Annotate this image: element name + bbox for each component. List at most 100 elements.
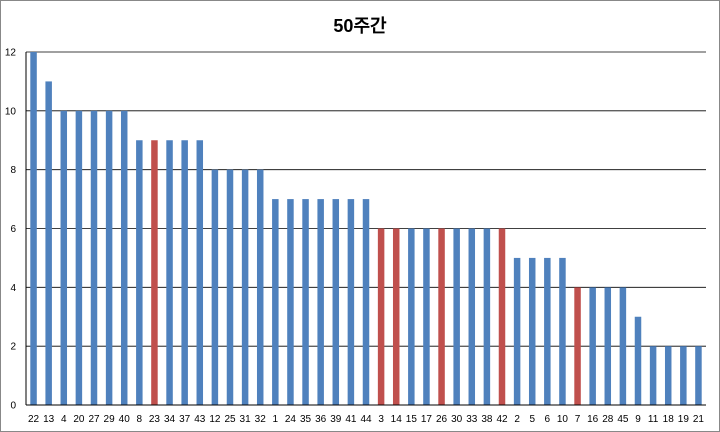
y-tick-label: 10 — [5, 106, 17, 117]
bar — [332, 199, 340, 405]
x-tick-label: 15 — [406, 414, 418, 425]
x-tick-label: 2 — [514, 414, 520, 425]
x-tick-label: 10 — [557, 414, 569, 425]
bar — [166, 140, 173, 405]
bar — [423, 228, 430, 405]
x-tick-label: 42 — [496, 414, 508, 425]
bar — [241, 169, 249, 405]
x-tick-label: 7 — [575, 414, 581, 425]
y-tick-label: 0 — [10, 401, 16, 412]
bar — [75, 110, 83, 405]
bar — [120, 110, 128, 405]
bar-highlighted — [151, 140, 158, 405]
bar — [30, 52, 37, 405]
bar-highlighted — [574, 287, 581, 405]
x-tick-label: 45 — [617, 414, 629, 425]
x-tick-label: 16 — [587, 414, 599, 425]
bar — [272, 199, 279, 405]
bar — [287, 199, 294, 405]
bars — [30, 52, 702, 406]
bar — [196, 140, 204, 405]
bar — [90, 110, 98, 405]
bar-highlighted — [498, 228, 506, 405]
bar — [60, 110, 68, 405]
x-tick-label: 24 — [285, 414, 297, 425]
x-tick-label: 41 — [345, 414, 357, 425]
x-tick-label: 39 — [330, 414, 342, 425]
x-tick-label: 36 — [315, 414, 327, 425]
bar — [453, 228, 460, 405]
x-tick-label: 30 — [451, 414, 463, 425]
bar — [513, 257, 521, 405]
bar — [528, 257, 536, 405]
bar — [695, 346, 702, 405]
x-tick-label: 29 — [104, 414, 116, 425]
bar — [362, 199, 370, 405]
x-tick-label: 35 — [300, 414, 312, 425]
x-tick-label: 23 — [149, 414, 161, 425]
bar — [468, 228, 476, 405]
y-tick-label: 2 — [10, 342, 16, 353]
x-tick-label: 33 — [466, 414, 478, 425]
x-tick-label: 43 — [194, 414, 206, 425]
x-tick-label: 34 — [164, 414, 176, 425]
x-tick-label: 8 — [137, 414, 143, 425]
x-tick-label: 12 — [209, 414, 221, 425]
bar — [136, 140, 143, 405]
x-tick-label: 13 — [43, 414, 55, 425]
bar-highlighted — [392, 228, 400, 405]
x-axis: 22 13 4 20 27 29 40 8 23 34 37 43 12 25 31 32 1 24 35 36 39 4… — [26, 404, 706, 425]
bar-highlighted — [377, 228, 385, 405]
x-tick-label: 28 — [602, 414, 614, 425]
x-tick-label: 26 — [436, 414, 448, 425]
bar — [317, 199, 324, 405]
bar — [181, 140, 188, 405]
bar — [256, 169, 264, 405]
bar — [408, 228, 415, 405]
x-tick-label: 18 — [663, 414, 675, 425]
bar — [589, 287, 596, 405]
bar — [619, 287, 627, 405]
bar — [680, 346, 687, 405]
x-tick-label: 38 — [481, 414, 493, 425]
y-tick-label: 12 — [5, 48, 17, 59]
bar — [226, 169, 234, 405]
x-tick-label: 22 — [28, 414, 40, 425]
bar — [302, 199, 309, 405]
x-tick-label: 5 — [529, 414, 535, 425]
x-tick-label: 3 — [378, 414, 384, 425]
x-tick-label: 25 — [224, 414, 236, 425]
y-tick-label: 8 — [10, 165, 16, 176]
x-tick-label: 31 — [240, 414, 252, 425]
bar — [604, 287, 612, 405]
x-tick-label: 9 — [635, 414, 641, 425]
x-tick-label: 11 — [648, 414, 659, 425]
bar — [634, 316, 642, 405]
bar — [483, 228, 491, 405]
bar — [347, 199, 355, 405]
x-tick-label: 19 — [678, 414, 690, 425]
bar-highlighted — [438, 228, 445, 405]
y-tick-label: 4 — [10, 283, 16, 294]
x-tick-label: 21 — [693, 414, 705, 425]
x-tick-label: 20 — [73, 414, 85, 425]
bar — [649, 346, 657, 405]
bar — [211, 169, 219, 405]
bar — [544, 257, 551, 405]
x-tick-label: 4 — [61, 414, 67, 425]
x-tick-label: 40 — [119, 414, 131, 425]
y-tick-label: 6 — [10, 224, 16, 235]
bar — [664, 346, 672, 405]
x-tick-label: 27 — [88, 414, 100, 425]
x-tick-label: 17 — [421, 414, 433, 425]
bar — [45, 81, 52, 406]
bar — [105, 110, 113, 405]
x-tick-label: 6 — [545, 414, 551, 425]
x-tick-label: 37 — [179, 414, 191, 425]
bar — [559, 257, 566, 405]
x-tick-label: 14 — [391, 414, 403, 425]
x-tick-label: 44 — [360, 414, 372, 425]
